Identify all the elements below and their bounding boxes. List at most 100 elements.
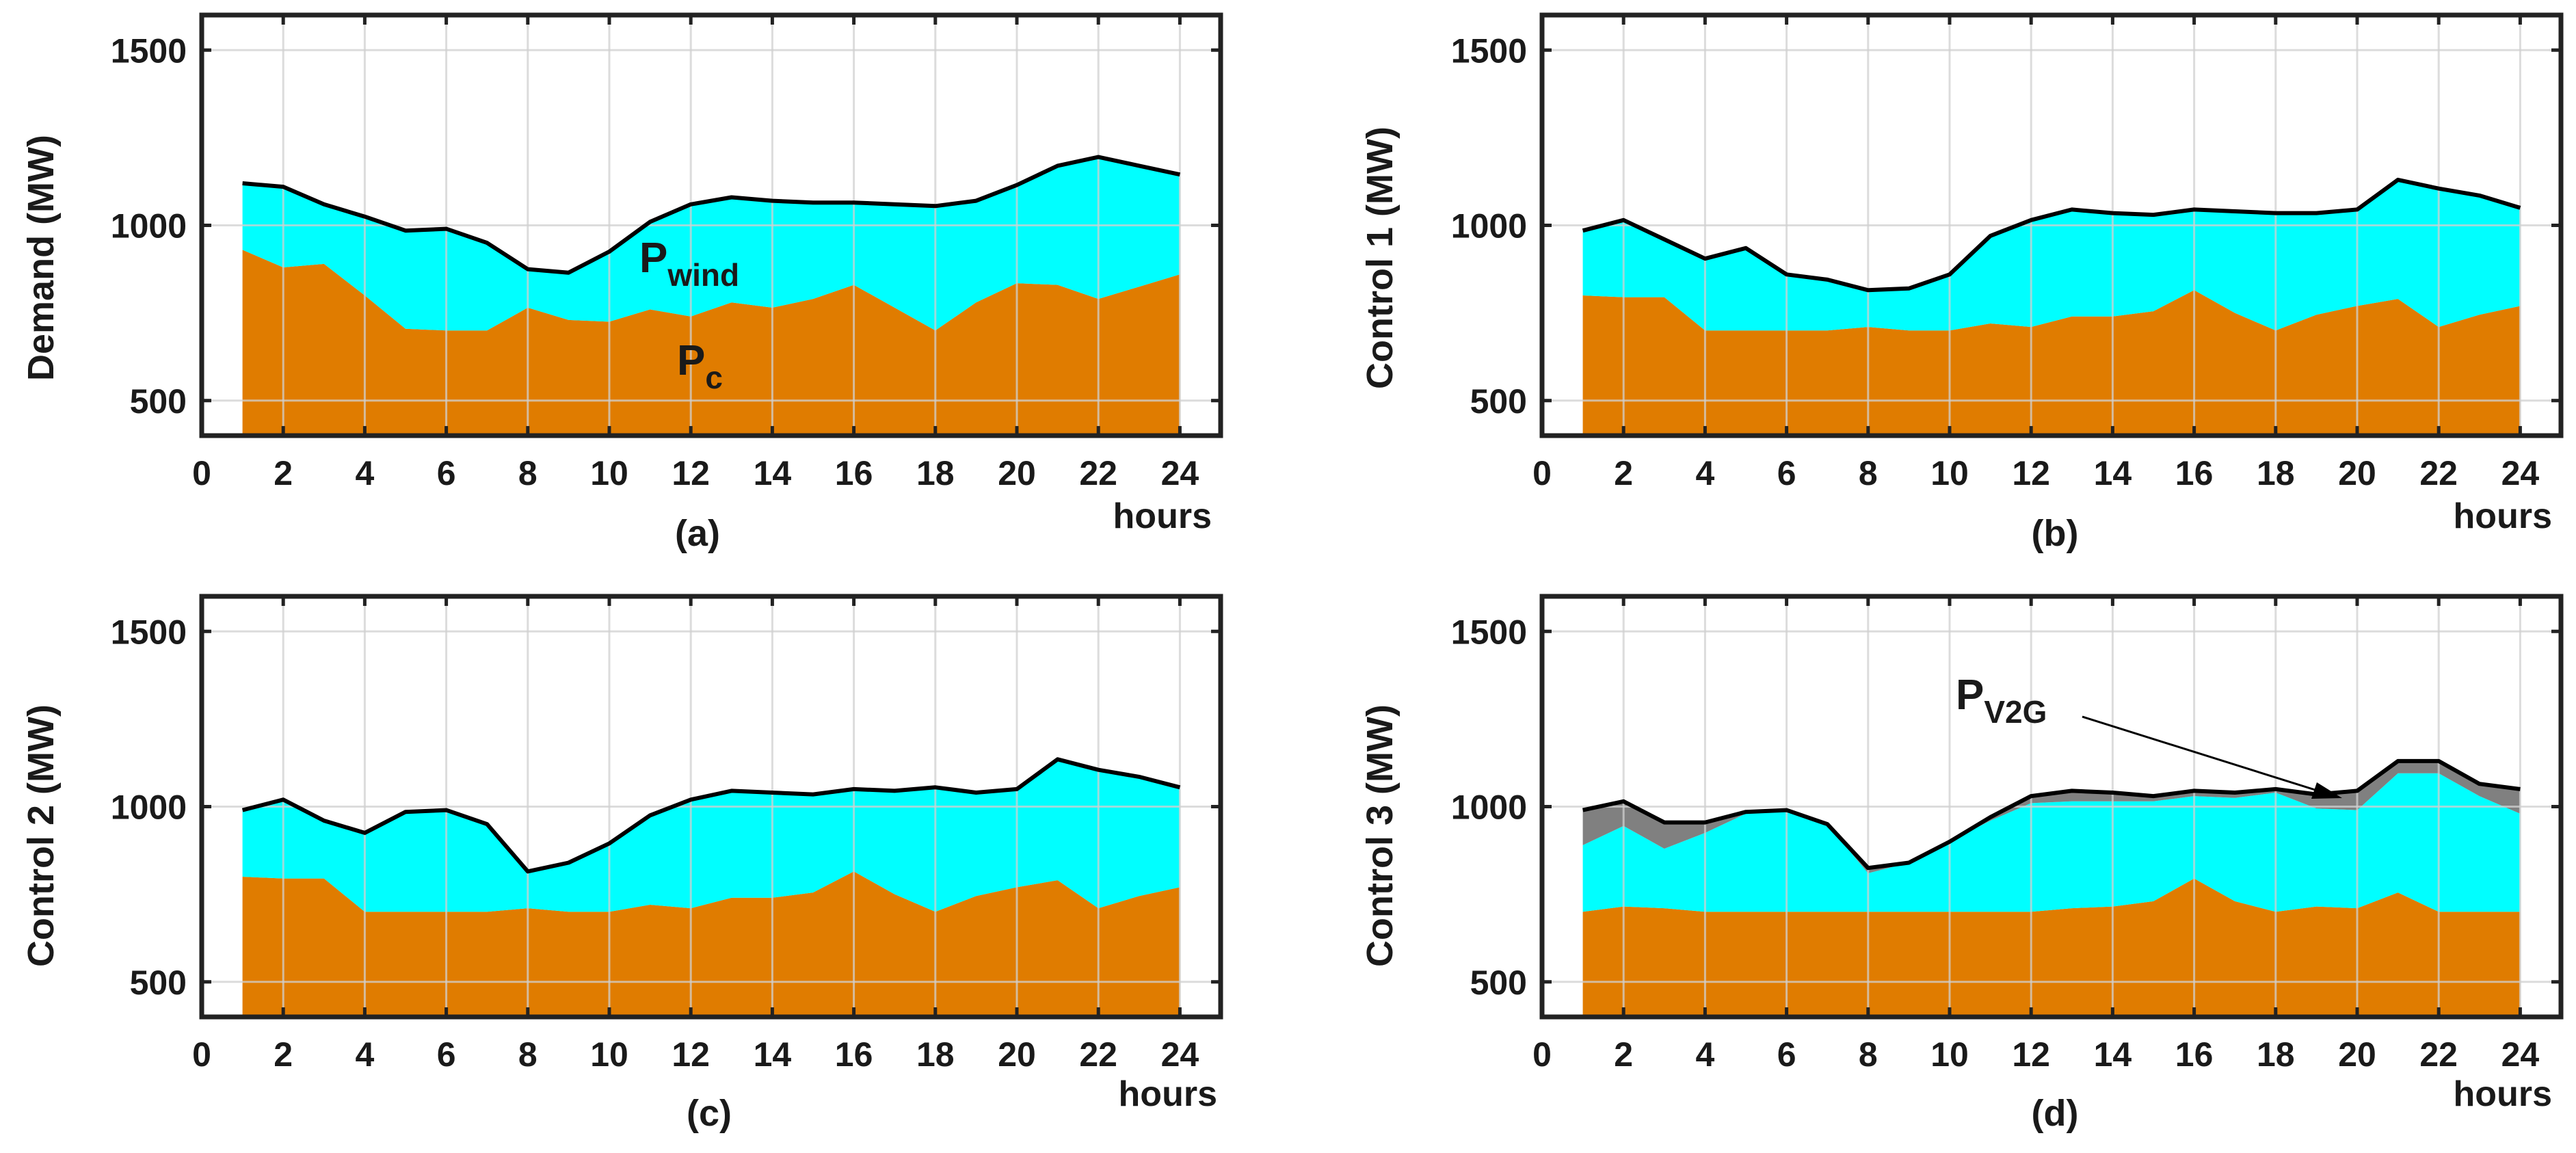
- panel-c-area-p-c: [242, 871, 1180, 1017]
- panel-a-xtick-label: 0: [192, 454, 211, 492]
- panel-c-ylabel: Control 2 (MW): [21, 704, 62, 967]
- panel-c-xlabel: hours: [1119, 1074, 1217, 1114]
- panel-a-xtick-label: 20: [998, 454, 1036, 492]
- panel-d-xtick-label: 0: [1532, 1035, 1552, 1074]
- panel-b-xtick-label: 0: [1532, 454, 1552, 492]
- panel-b-xtick-label: 6: [1777, 454, 1796, 492]
- annotation-p-v2g: PV2G: [1956, 672, 2047, 730]
- panel-b-xtick-label: 22: [2419, 454, 2458, 492]
- panel-c-total-line: [241, 757, 1181, 874]
- panel-a-xtick-label: 8: [518, 454, 537, 492]
- panel-a-ytick-label: 500: [130, 382, 187, 421]
- annotation-p-v2g-arrow-line: [2082, 715, 2322, 793]
- panel-d-xtick-label: 22: [2419, 1035, 2458, 1074]
- panel-b-xtick-label: 24: [2501, 454, 2540, 492]
- panel-a-ytick-label: 1500: [111, 31, 187, 70]
- panel-a-total-line: [242, 155, 1181, 275]
- panel-a-ylabel: Demand (MW): [21, 135, 62, 381]
- panel-d-xtick-label: 8: [1859, 1035, 1878, 1074]
- panel-b-ytick-label: 1500: [1451, 31, 1527, 70]
- panel-d-xtick-label: 24: [2501, 1035, 2540, 1074]
- panel-b-area-p-wind: [1582, 179, 2521, 331]
- panel-a-xtick-label: 10: [590, 454, 628, 492]
- panel-a-area-p-wind: [242, 157, 1180, 331]
- panel-d-ylabel: Control 3 (MW): [1359, 704, 1400, 967]
- panel-b-xtick-label: 12: [2012, 454, 2050, 492]
- panel-b-total-line: [1582, 177, 2521, 293]
- panel-d-caption: (d): [2032, 1093, 2079, 1134]
- annotation-p-v2g-arrowhead: [2311, 782, 2342, 799]
- annotation-p-wind: Pwind: [639, 235, 739, 293]
- panel-b-xtick-label: 2: [1614, 454, 1633, 492]
- panel-d-ytick-label: 1500: [1451, 613, 1527, 651]
- panel-a-xtick-label: 6: [437, 454, 456, 492]
- panel-c-xtick-label: 2: [274, 1035, 293, 1074]
- panel-c-xtick-label: 14: [754, 1035, 792, 1074]
- panel-d-ytick-label: 1000: [1451, 788, 1527, 827]
- panel-a-xtick-label: 24: [1161, 454, 1199, 492]
- panel-b-xtick-label: 20: [2338, 454, 2376, 492]
- panel-d-area-p-v2g: [1582, 760, 2521, 873]
- panel-a-xtick-label: 18: [916, 454, 955, 492]
- panel-b-ytick-label: 500: [1470, 382, 1527, 421]
- annotation-p-c: Pc: [677, 337, 723, 395]
- panel-a-area-p-c: [242, 250, 1180, 436]
- panel-d-xtick-label: 6: [1777, 1035, 1796, 1074]
- panel-a-xtick-label: 12: [672, 454, 710, 492]
- panel-b-xlabel: hours: [2454, 496, 2552, 536]
- panel-b-ylabel: Control 1 (MW): [1359, 127, 1400, 389]
- panel-d-xtick-label: 4: [1695, 1035, 1714, 1074]
- panel-d-total-line: [1582, 758, 2521, 871]
- panel-b-xtick-label: 10: [1930, 454, 1969, 492]
- panel-a-xlabel: hours: [1113, 496, 1212, 536]
- panel-b-xtick-label: 16: [2175, 454, 2214, 492]
- panel-b-caption: (b): [2032, 513, 2079, 554]
- panel-a-xtick-label: 4: [355, 454, 374, 492]
- panel-c-xtick-label: 6: [437, 1035, 456, 1074]
- panel-c-xtick-label: 16: [835, 1035, 873, 1074]
- panel-a-xtick-label: 16: [835, 454, 873, 492]
- panel-d-xlabel: hours: [2454, 1074, 2552, 1114]
- panel-a-xtick-label: 14: [754, 454, 792, 492]
- panel-a-xtick-label: 22: [1079, 454, 1117, 492]
- panel-b-ytick-label: 1000: [1451, 207, 1527, 246]
- panel-c-xtick-label: 10: [590, 1035, 628, 1074]
- panel-d-area-p-wind: [1582, 773, 2521, 912]
- panel-d-xtick-label: 18: [2257, 1035, 2295, 1074]
- panel-c-caption: (c): [687, 1093, 732, 1134]
- panel-d-xtick-label: 12: [2012, 1035, 2050, 1074]
- panel-a-xtick-label: 2: [274, 454, 293, 492]
- panel-d-ytick-label: 500: [1470, 964, 1527, 1002]
- panel-c-ytick-label: 500: [130, 964, 187, 1002]
- panel-b-xtick-label: 14: [2094, 454, 2132, 492]
- panel-c-xtick-label: 4: [355, 1035, 374, 1074]
- panel-d-xtick-label: 16: [2175, 1035, 2214, 1074]
- panel-c-xtick-label: 18: [916, 1035, 955, 1074]
- panel-a-caption: (a): [675, 513, 720, 554]
- panel-b-xtick-label: 18: [2257, 454, 2295, 492]
- panel-b-xtick-label: 8: [1859, 454, 1878, 492]
- panel-d-xtick-label: 20: [2338, 1035, 2376, 1074]
- panel-c-ytick-label: 1500: [111, 613, 187, 651]
- panel-c-xtick-label: 12: [672, 1035, 710, 1074]
- panel-c-xtick-label: 24: [1161, 1035, 1199, 1074]
- panel-c-xtick-label: 20: [998, 1035, 1036, 1074]
- panel-c-ytick-label: 1000: [111, 788, 187, 827]
- panel-c-xtick-label: 0: [192, 1035, 211, 1074]
- panel-d-xtick-label: 2: [1614, 1035, 1633, 1074]
- panel-c-xtick-label: 8: [518, 1035, 537, 1074]
- panel-c-area-p-wind: [242, 759, 1180, 912]
- panel-d-xtick-label: 10: [1930, 1035, 1969, 1074]
- panel-b-area-p-c: [1582, 290, 2521, 436]
- panel-a-ytick-label: 1000: [111, 207, 187, 246]
- panel-c-xtick-label: 22: [1079, 1035, 1117, 1074]
